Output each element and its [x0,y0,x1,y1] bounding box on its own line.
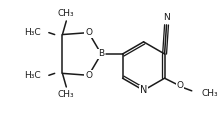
Text: CH₃: CH₃ [58,9,75,18]
Text: O: O [85,71,92,80]
Text: N: N [163,13,170,22]
Text: N: N [140,85,147,95]
Text: CH₃: CH₃ [202,89,218,98]
Text: H₃C: H₃C [24,28,41,37]
Text: B: B [98,49,104,59]
Text: H₃C: H₃C [24,71,41,80]
Text: O: O [85,28,92,37]
Text: O: O [177,81,184,91]
Text: CH₃: CH₃ [58,90,75,99]
